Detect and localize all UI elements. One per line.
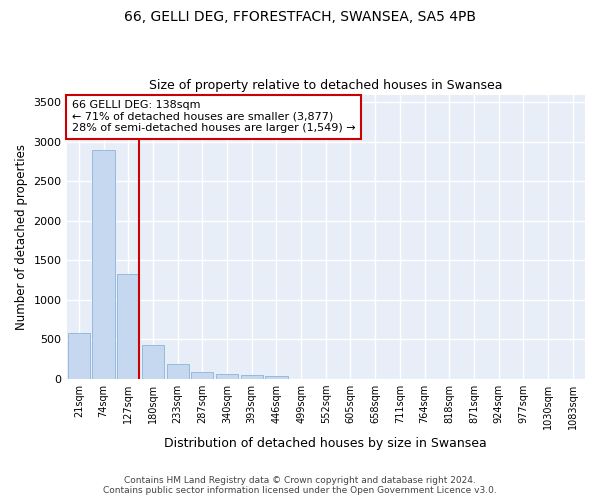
Title: Size of property relative to detached houses in Swansea: Size of property relative to detached ho… bbox=[149, 79, 503, 92]
Text: 66 GELLI DEG: 138sqm
← 71% of detached houses are smaller (3,877)
28% of semi-de: 66 GELLI DEG: 138sqm ← 71% of detached h… bbox=[72, 100, 355, 134]
Bar bbox=[92, 150, 115, 378]
Text: Contains HM Land Registry data © Crown copyright and database right 2024.
Contai: Contains HM Land Registry data © Crown c… bbox=[103, 476, 497, 495]
Bar bbox=[216, 374, 238, 378]
X-axis label: Distribution of detached houses by size in Swansea: Distribution of detached houses by size … bbox=[164, 437, 487, 450]
Bar bbox=[167, 364, 189, 378]
Y-axis label: Number of detached properties: Number of detached properties bbox=[15, 144, 28, 330]
Bar bbox=[191, 372, 214, 378]
Bar bbox=[117, 274, 139, 378]
Bar bbox=[142, 346, 164, 378]
Bar bbox=[265, 376, 287, 378]
Bar bbox=[68, 333, 90, 378]
Text: 66, GELLI DEG, FFORESTFACH, SWANSEA, SA5 4PB: 66, GELLI DEG, FFORESTFACH, SWANSEA, SA5… bbox=[124, 10, 476, 24]
Bar bbox=[241, 375, 263, 378]
